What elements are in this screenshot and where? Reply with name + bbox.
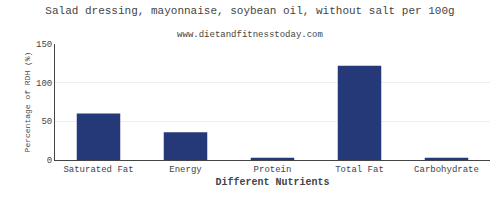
svg-text:Different Nutrients: Different Nutrients	[215, 177, 329, 188]
svg-text:0: 0	[47, 156, 52, 166]
svg-text:Carbohydrate: Carbohydrate	[414, 165, 479, 175]
svg-text:Percentage of RDH (%): Percentage of RDH (%)	[23, 52, 32, 153]
svg-text:50: 50	[41, 117, 52, 127]
svg-text:100: 100	[36, 79, 52, 89]
svg-text:Total Fat: Total Fat	[335, 165, 384, 175]
svg-text:Energy: Energy	[169, 165, 202, 175]
svg-text:Saturated Fat: Saturated Fat	[63, 165, 133, 175]
svg-text:www.dietandfitnesstoday.com: www.dietandfitnesstoday.com	[177, 30, 323, 40]
svg-text:Salad dressing, mayonnaise, so: Salad dressing, mayonnaise, soybean oil,…	[45, 5, 454, 17]
svg-text:150: 150	[36, 40, 52, 50]
svg-text:Protein: Protein	[254, 165, 292, 175]
